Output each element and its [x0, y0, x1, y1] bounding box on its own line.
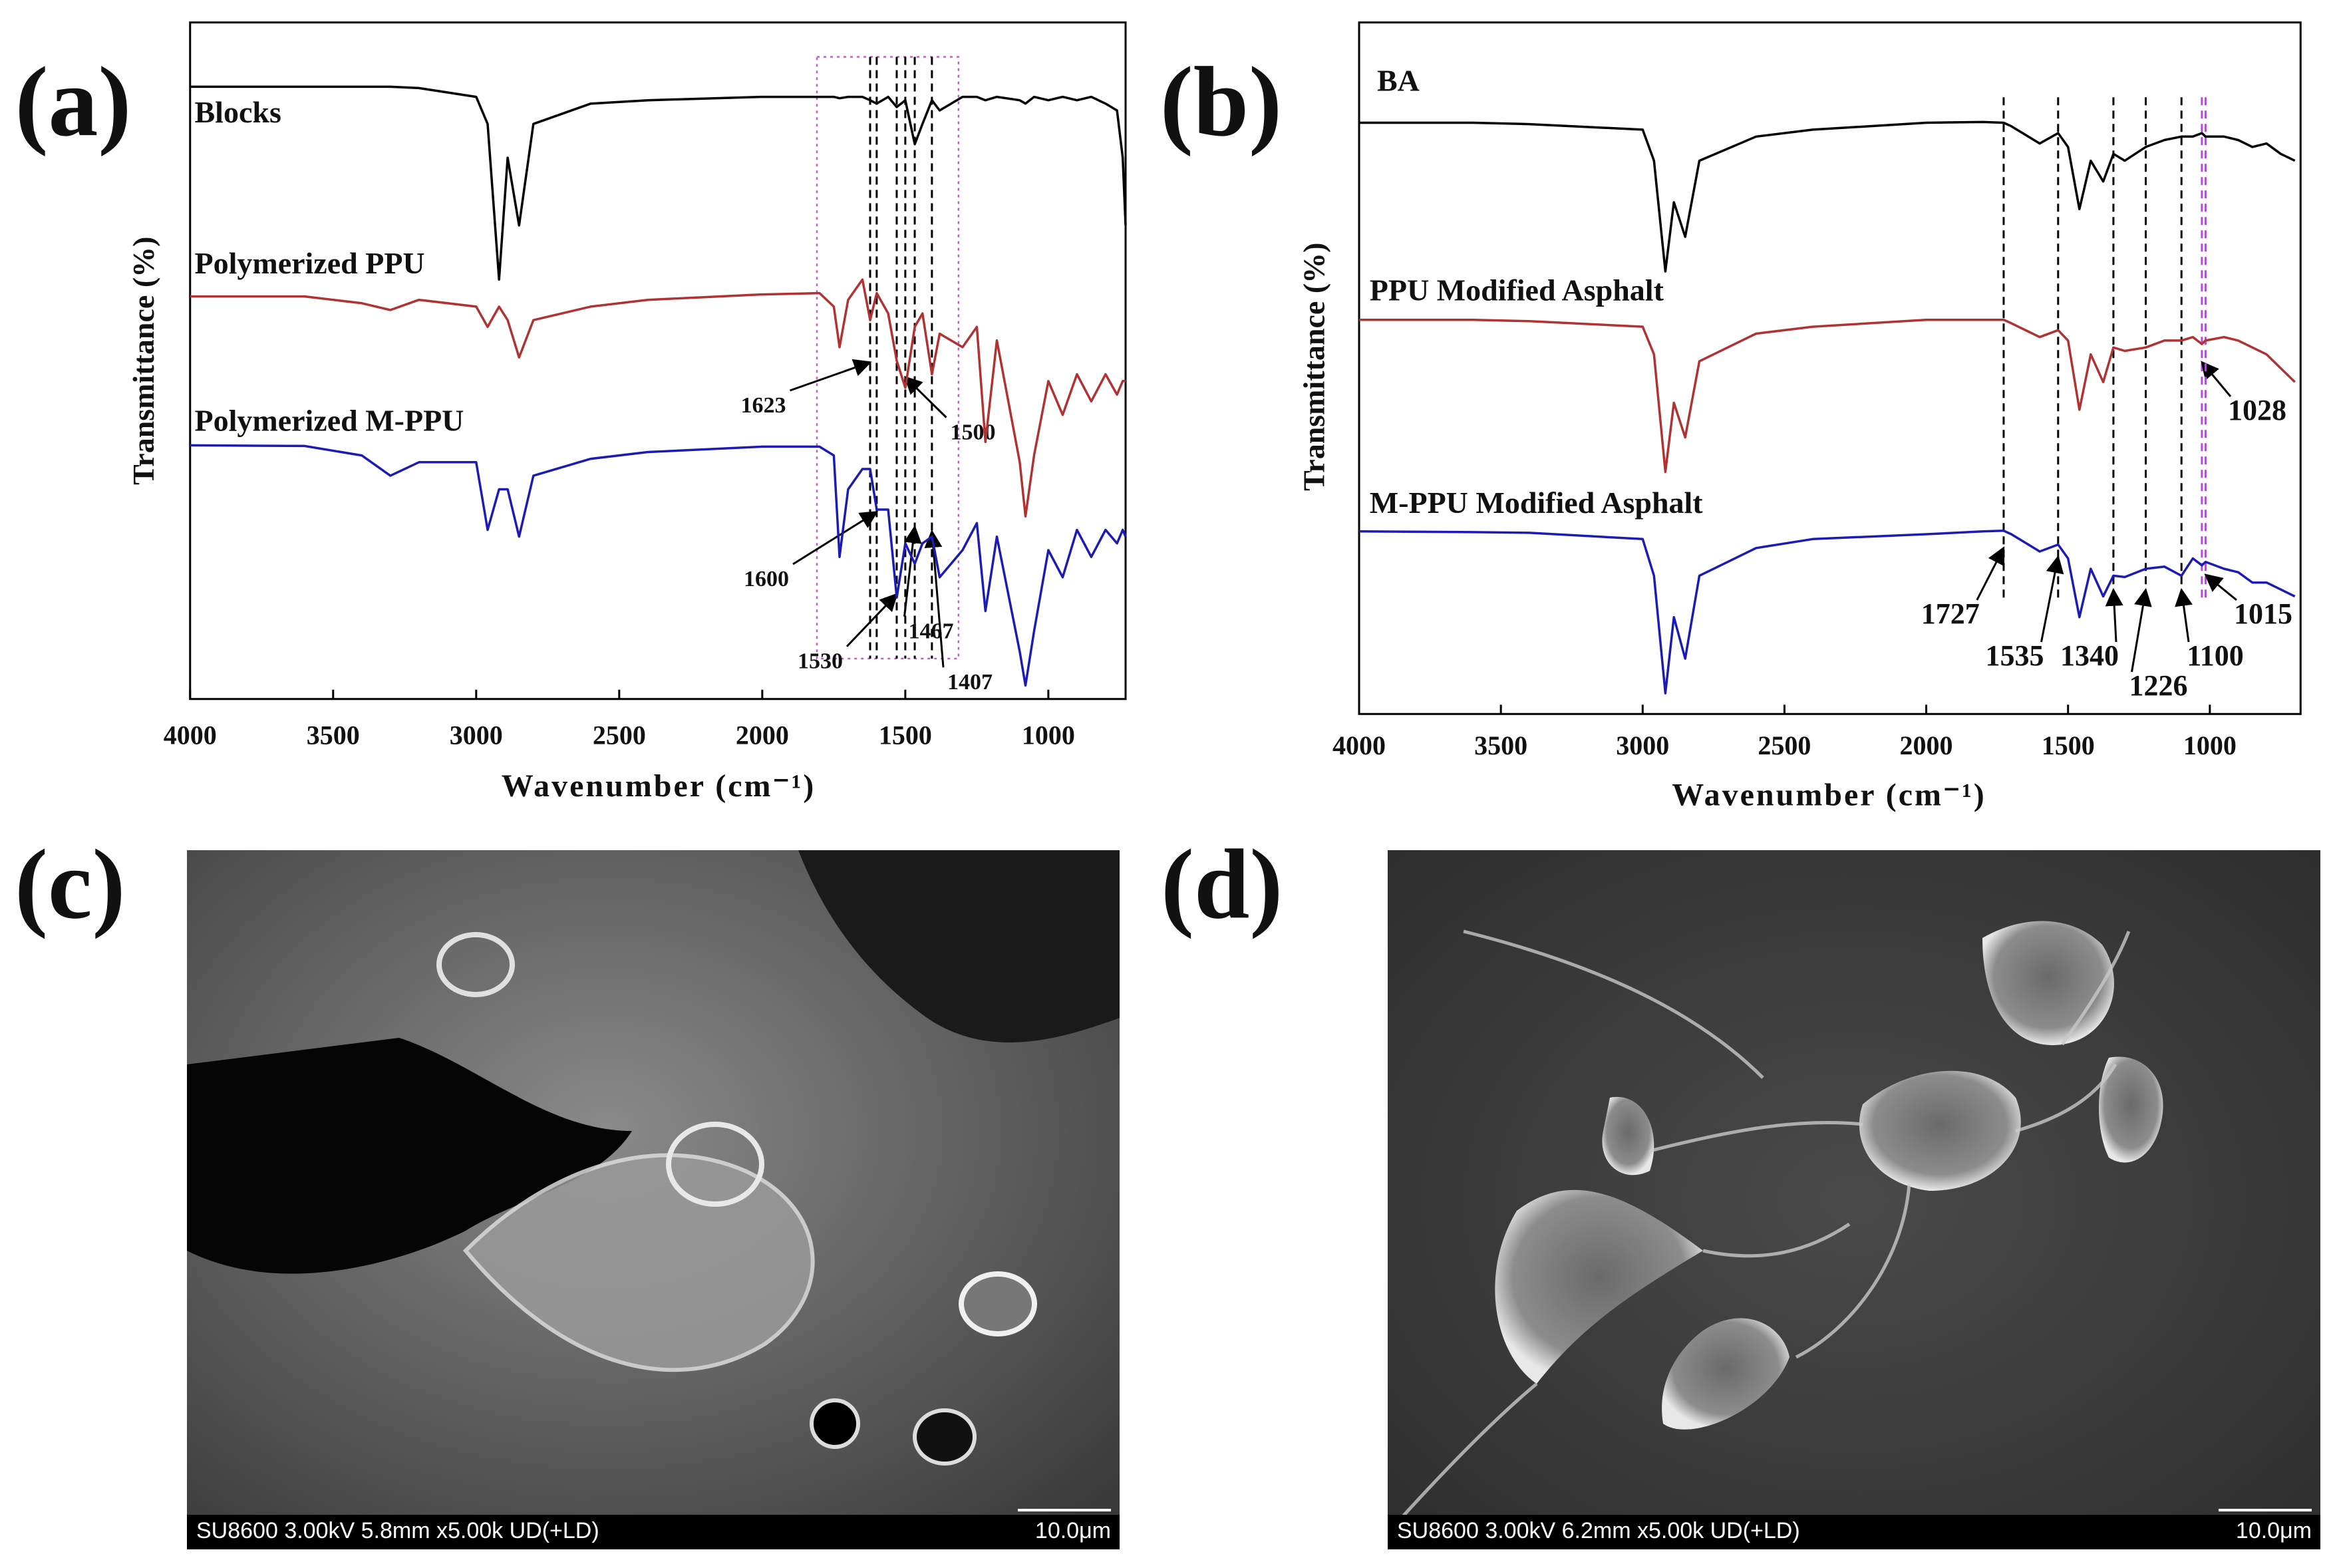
peak-arrow	[2131, 587, 2152, 673]
sem-image-d	[1388, 850, 2320, 1549]
peak-region	[816, 56, 960, 660]
x-axis-label: Wavenumber (cm⁻¹)	[502, 768, 816, 804]
sem-hole	[913, 1408, 977, 1466]
peak-arrow	[2040, 555, 2064, 643]
series-label: M-PPU Modified Asphalt	[1370, 486, 1704, 520]
peak-arrow	[790, 359, 872, 392]
panel-label: (a)	[15, 47, 132, 157]
sem-scale: 10.0μm	[2236, 1518, 2312, 1543]
x-tick-label: 2000	[1900, 730, 1953, 760]
peak-arrow	[2105, 587, 2123, 643]
sem-particle	[1662, 1318, 1790, 1430]
panel-label: (d)	[1161, 829, 1283, 939]
x-axis-label: Wavenumber (cm⁻¹)	[1672, 777, 1986, 812]
peak-label: 1407	[947, 670, 993, 695]
peak-arrow	[903, 376, 947, 418]
plot-frame	[1358, 21, 2302, 715]
peak-label: 1727	[1921, 597, 1980, 630]
sem-scale: 10.0μm	[1035, 1518, 1111, 1543]
x-tick-label: 2500	[593, 720, 646, 750]
peak-label: 1623	[741, 393, 786, 418]
series-label: PPU Modified Asphalt	[1370, 273, 1664, 307]
x-tick-label: 3500	[1474, 730, 1527, 760]
chart-panel: (a) Transmittance (%) Wavenumber (cm⁻¹) 400…	[15, 21, 1127, 804]
peak-label: 1340	[2060, 639, 2119, 672]
x-tick-label: 2500	[1758, 730, 1811, 760]
peak-arrow	[846, 593, 898, 647]
sem-cavity	[798, 850, 1120, 1042]
sem-particle	[1859, 1070, 2021, 1191]
sem-cavity	[187, 1038, 632, 1274]
peak-label: 1226	[2129, 669, 2188, 702]
spectrum-line	[1359, 120, 2296, 273]
sem-image-c	[187, 850, 1120, 1549]
sem-hole	[810, 1398, 860, 1449]
y-axis-label: Transmittance (%)	[1297, 243, 1331, 491]
peak-arrow	[903, 525, 922, 617]
peak-label: 1028	[2228, 394, 2286, 426]
peak-arrow	[2204, 573, 2237, 601]
spectrum-line	[190, 85, 1127, 281]
x-tick-label: 2000	[736, 720, 789, 750]
peak-arrow	[792, 511, 879, 565]
peak-label: 1535	[1986, 639, 2044, 672]
peak-arrow	[2175, 587, 2193, 643]
peak-arrow	[924, 530, 945, 668]
x-tick-label: 4000	[1332, 730, 1386, 760]
panel-label: (b)	[1160, 47, 1282, 157]
sem-caption: SU8600 3.00kV 6.2mm x5.00k UD(+LD)	[1397, 1518, 1800, 1543]
caption-bar	[1388, 1515, 2320, 1549]
x-tick-label: 3000	[1616, 730, 1669, 760]
peak-arrow	[1976, 546, 2005, 601]
x-tick-label: 1000	[1022, 720, 1075, 750]
series-label: BA	[1377, 64, 1420, 98]
peak-label: 1530	[798, 649, 843, 674]
sem-pore	[666, 1122, 764, 1207]
x-tick-label: 1000	[2183, 730, 2237, 760]
sem-pore	[959, 1271, 1037, 1336]
plot-frame	[189, 21, 1127, 701]
sem-particle	[1495, 1189, 1703, 1384]
x-tick-label: 1500	[2042, 730, 2095, 760]
x-tick-label: 3500	[307, 720, 360, 750]
sem-particle	[2099, 1056, 2163, 1163]
series-label: Blocks	[195, 95, 281, 129]
x-tick-label: 4000	[164, 720, 217, 750]
sem-pore	[436, 932, 515, 997]
spectrum-line	[1359, 318, 2296, 474]
spectrum-line	[1358, 530, 2296, 695]
spectrum-line	[190, 278, 1126, 518]
sem-fibril	[1389, 929, 2131, 1531]
series-label: Polymerized PPU	[195, 246, 425, 280]
peak-label: 1015	[2234, 597, 2292, 630]
sem-background	[1388, 850, 2320, 1549]
caption-bar	[187, 1515, 1120, 1549]
y-axis-label: Transmittance (%)	[126, 237, 160, 485]
spectrum-line	[190, 444, 1127, 687]
sem-particle	[1982, 921, 2114, 1046]
chart-panel: (b) Transmittance (%) Wavenumber (cm⁻¹) 400…	[1160, 21, 2302, 812]
x-tick-label: 3000	[450, 720, 503, 750]
series-label: Polymerized M-PPU	[195, 403, 464, 437]
sem-ridge	[462, 1153, 815, 1372]
sem-particle	[1602, 1096, 1654, 1176]
peak-label: 1100	[2187, 639, 2244, 672]
x-tick-label: 1500	[879, 720, 932, 750]
peak-label: 1500	[951, 420, 996, 444]
sem-caption: SU8600 3.00kV 5.8mm x5.00k UD(+LD)	[196, 1518, 599, 1543]
peak-label: 1600	[744, 567, 789, 591]
peak-arrow	[2201, 361, 2232, 397]
panel-label: (c)	[15, 829, 125, 939]
